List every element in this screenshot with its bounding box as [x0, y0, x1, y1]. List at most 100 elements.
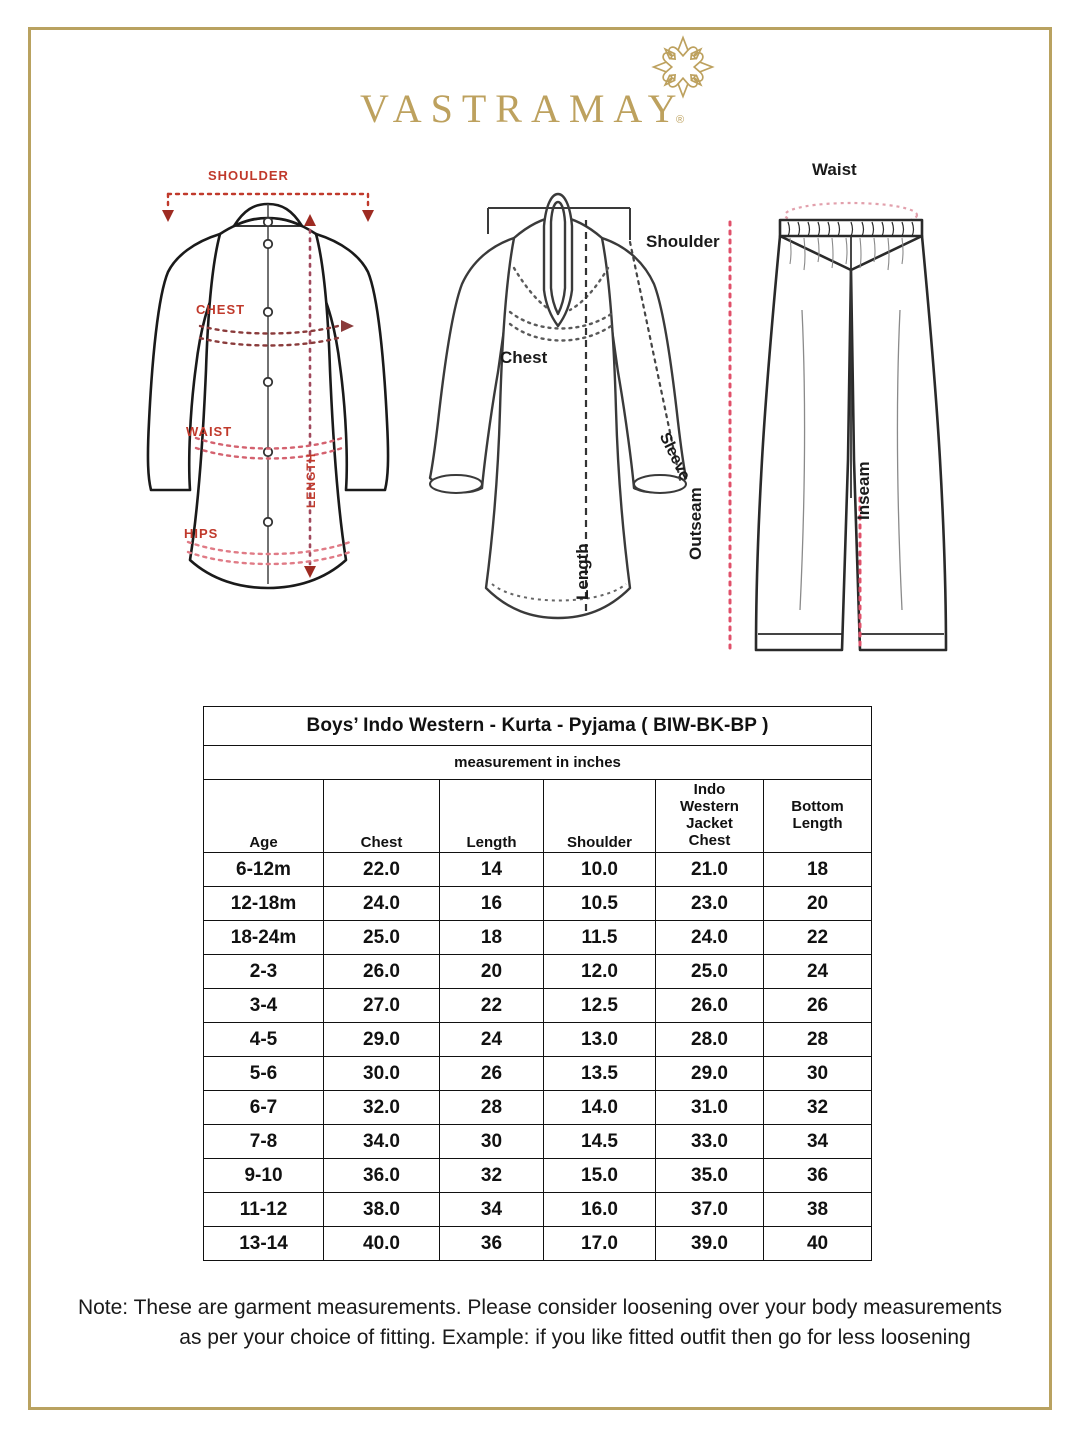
kurta-shoulder-label: Shoulder	[646, 232, 720, 251]
cell-age: 4-5	[203, 1022, 324, 1057]
column-header-length: Length	[439, 779, 544, 853]
column-header-jacket-chest: Indo Western Jacket Chest	[655, 779, 764, 853]
pyjama-waist-label: Waist	[812, 160, 857, 179]
cell-measurement: 26	[439, 1056, 544, 1091]
cell-measurement: 11.5	[543, 920, 656, 955]
cell-measurement: 27.0	[323, 988, 440, 1023]
table-row: 2-3 26.0 20 12.0 25.0 24	[203, 954, 873, 989]
cell-measurement: 22	[439, 988, 544, 1023]
cell-measurement: 30	[439, 1124, 544, 1159]
cell-measurement: 26	[762, 988, 873, 1023]
cell-measurement: 20	[439, 954, 544, 989]
cell-measurement: 29.0	[323, 1022, 440, 1057]
cell-measurement: 35.0	[655, 1158, 764, 1193]
cell-measurement: 21.0	[655, 852, 764, 887]
cell-measurement: 15.0	[543, 1158, 656, 1193]
jacket-shoulder-label: SHOULDER	[208, 168, 289, 183]
cell-measurement: 37.0	[655, 1192, 764, 1227]
column-header-chest: Chest	[323, 779, 440, 853]
cell-measurement: 38	[762, 1192, 873, 1227]
cell-age: 12-18m	[203, 886, 324, 921]
cell-measurement: 23.0	[655, 886, 764, 921]
cell-age: 3-4	[203, 988, 324, 1023]
table-row: 4-5 29.0 24 13.0 28.0 28	[203, 1022, 873, 1057]
cell-measurement: 40.0	[323, 1226, 440, 1261]
cell-measurement: 17.0	[543, 1226, 656, 1261]
cell-measurement: 14.0	[543, 1090, 656, 1125]
cell-measurement: 32	[762, 1090, 873, 1125]
kurta-length-label: Length	[573, 543, 592, 600]
cell-measurement: 32	[439, 1158, 544, 1193]
cell-measurement: 22	[762, 920, 873, 955]
cell-measurement: 24.0	[323, 886, 440, 921]
cell-age: 6-7	[203, 1090, 324, 1125]
cell-measurement: 36	[439, 1226, 544, 1261]
cell-measurement: 34	[762, 1124, 873, 1159]
cell-measurement: 38.0	[323, 1192, 440, 1227]
brand-wordmark: VASTRAMAY	[360, 86, 686, 131]
table-row: 6-7 32.0 28 14.0 31.0 32	[203, 1090, 873, 1125]
cell-age: 18-24m	[203, 920, 324, 955]
table-row: 12-18m 24.0 16 10.5 23.0 20	[203, 886, 873, 921]
cell-measurement: 32.0	[323, 1090, 440, 1125]
note-line-2: as per your choice of fitting. Example: …	[179, 1326, 971, 1350]
cell-measurement: 12.5	[543, 988, 656, 1023]
cell-measurement: 25.0	[655, 954, 764, 989]
cell-measurement: 28	[439, 1090, 544, 1125]
size-chart-table-container: Boys’ Indo Western - Kurta - Pyjama ( BI…	[202, 706, 873, 1261]
size-chart-rows: 6-12m 22.0 14 10.0 21.0 18 12-18m 24.0 16 10.5 23.…	[203, 852, 873, 1261]
cell-measurement: 16	[439, 886, 544, 921]
cell-measurement: 28	[762, 1022, 873, 1057]
cell-measurement: 10.5	[543, 886, 656, 921]
pyjama-diagram: Waist Inseam	[718, 160, 988, 690]
table-row: 9-10 36.0 32 15.0 35.0 36	[203, 1158, 873, 1193]
kurta-chest-label: Chest	[500, 348, 548, 367]
jacket-waist-label: WAIST	[186, 424, 233, 439]
pyjama-inseam-label: Inseam	[854, 461, 873, 520]
column-header-bottom-length: Bottom Length	[762, 779, 873, 853]
cell-measurement: 12.0	[543, 954, 656, 989]
cell-age: 5-6	[203, 1056, 324, 1091]
cell-age: 7-8	[203, 1124, 324, 1159]
cell-measurement: 36	[762, 1158, 873, 1193]
cell-measurement: 22.0	[323, 852, 440, 887]
cell-age: 11-12	[203, 1192, 324, 1227]
cell-age: 13-14	[203, 1226, 324, 1261]
cell-measurement: 26.0	[323, 954, 440, 989]
cell-measurement: 13.0	[543, 1022, 656, 1057]
table-row: 11-12 38.0 34 16.0 37.0 38	[203, 1192, 873, 1227]
cell-measurement: 34.0	[323, 1124, 440, 1159]
cell-measurement: 18	[762, 852, 873, 887]
cell-age: 6-12m	[203, 852, 324, 887]
column-header-age: Age	[203, 779, 324, 853]
cell-measurement: 26.0	[655, 988, 764, 1023]
cell-measurement: 30	[762, 1056, 873, 1091]
registered-trademark-icon: ®	[676, 114, 685, 126]
cell-measurement: 14	[439, 852, 544, 887]
brand-header: VASTRAMAY ®	[0, 30, 1080, 140]
cell-measurement: 28.0	[655, 1022, 764, 1057]
jacket-hips-label: HIPS	[184, 526, 219, 541]
cell-measurement: 20	[762, 886, 873, 921]
jacket-diagram: SHOULDER CHEST WAIST HIPS LENGTH	[128, 160, 408, 690]
jacket-length-label: LENGTH	[304, 452, 318, 508]
cell-measurement: 18	[439, 920, 544, 955]
cell-measurement: 24	[762, 954, 873, 989]
cell-measurement: 24	[439, 1022, 544, 1057]
cell-measurement: 16.0	[543, 1192, 656, 1227]
cell-measurement: 24.0	[655, 920, 764, 955]
table-header-row: Age Chest Length Shoulder Indo Western J…	[203, 779, 873, 853]
cell-measurement: 29.0	[655, 1056, 764, 1091]
table-row: 18-24m 25.0 18 11.5 24.0 22	[203, 920, 873, 955]
table-title: Boys’ Indo Western - Kurta - Pyjama ( BI…	[202, 706, 873, 746]
column-header-shoulder: Shoulder	[543, 779, 656, 853]
table-units: measurement in inches	[202, 745, 873, 780]
kurta-outseam-label: Outseam	[686, 487, 705, 560]
cell-measurement: 31.0	[655, 1090, 764, 1125]
kurta-diagram: Shoulder Chest Sleeve Length Outseam	[418, 160, 720, 690]
cell-measurement: 33.0	[655, 1124, 764, 1159]
table-row: 5-6 30.0 26 13.5 29.0 30	[203, 1056, 873, 1091]
cell-measurement: 30.0	[323, 1056, 440, 1091]
cell-measurement: 14.5	[543, 1124, 656, 1159]
note-line-1: Note: These are garment measurements. Pl…	[77, 1296, 1003, 1319]
